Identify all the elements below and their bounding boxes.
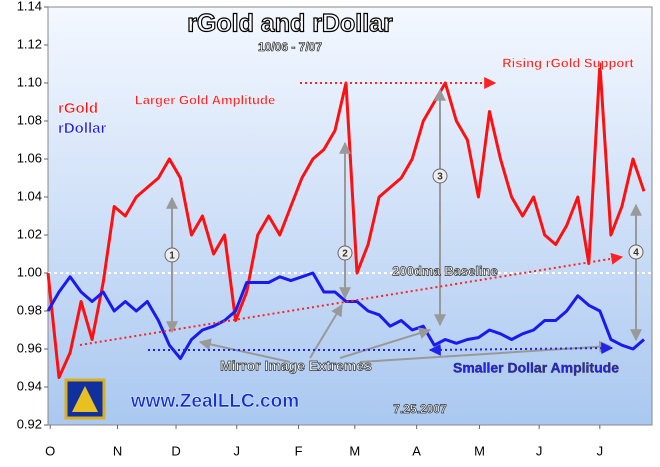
y-tick-label: 0.98 <box>17 302 42 317</box>
logo-mark <box>72 386 98 412</box>
y-tick-label: 1.08 <box>17 112 42 127</box>
x-tick-label: A <box>412 443 421 458</box>
x-tick-label: N <box>113 443 122 458</box>
x-tick-label: M <box>474 443 485 458</box>
x-tick-label: D <box>171 443 180 458</box>
x-tick-label: M <box>349 443 360 458</box>
logo <box>64 378 106 420</box>
y-tick-label: 0.94 <box>17 378 42 393</box>
annotation: 7.25.2007 <box>393 402 447 416</box>
y-tick-label: 1.06 <box>17 150 42 165</box>
y-tick-label: 1.00 <box>17 264 42 279</box>
annotation: www.ZealLLC.com <box>130 391 299 412</box>
marker-circle <box>164 247 180 263</box>
annotation: Larger Gold Amplitude <box>135 92 275 107</box>
x-tick-label: O <box>45 443 55 458</box>
marker-label: 4 <box>633 248 639 259</box>
chart-title: rGold and rDollar <box>187 10 393 38</box>
marker-label: 1 <box>169 251 175 262</box>
marker-circle <box>337 245 353 261</box>
x-tick-label: F <box>295 443 303 458</box>
arrow <box>339 327 432 359</box>
marker-circle <box>628 244 644 260</box>
annotation: Smaller Dollar Amplitude <box>453 360 619 376</box>
y-tick-label: 1.10 <box>17 74 42 89</box>
red-dotted-line <box>79 252 624 346</box>
y-tick-label: 1.02 <box>17 226 42 241</box>
y-tick-label: 1.04 <box>17 188 42 203</box>
arrow <box>309 303 343 359</box>
y-tick-label: 1.14 <box>17 0 42 13</box>
arrow <box>198 338 291 363</box>
series-line <box>46 271 645 360</box>
marker-label: 2 <box>342 249 348 260</box>
annotation: 200dma Baseline <box>392 263 498 278</box>
x-tick-label: J <box>536 443 543 458</box>
chart-subtitle: 10/06 - 7/07 <box>258 40 322 54</box>
y-tick-label: 0.96 <box>17 340 42 355</box>
marker-label: 3 <box>437 172 443 183</box>
y-tick-label: 1.12 <box>17 36 42 51</box>
annotation: Rising rGold Support <box>502 55 634 70</box>
marker-circle <box>432 168 448 184</box>
annotation: Mirror Image Extremes <box>220 358 372 374</box>
legend-entry: rGold <box>58 100 98 117</box>
blue-dotted-line <box>428 342 614 356</box>
legend-entry: rDollar <box>58 120 107 137</box>
x-tick-label: J <box>233 443 240 458</box>
x-tick-label: J <box>597 443 604 458</box>
annotation-arrows <box>79 77 642 363</box>
y-tick-label: 0.92 <box>17 416 42 431</box>
